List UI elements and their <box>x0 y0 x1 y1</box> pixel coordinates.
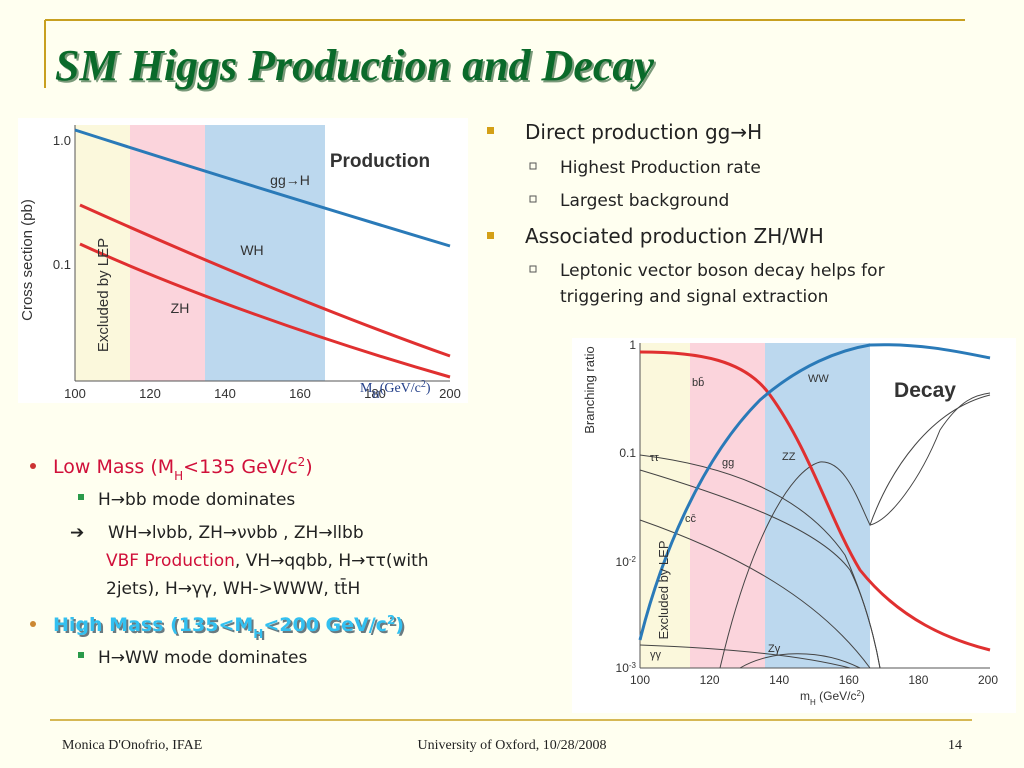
curve-label: ZZ <box>782 451 796 463</box>
x-label: mH (GeV/c2) <box>800 689 865 707</box>
plot-title: Production <box>330 151 430 172</box>
curve-label: WH <box>240 242 263 258</box>
band-label: Excluded by LEP <box>95 238 112 352</box>
bullet <box>487 232 494 239</box>
title-shadow: SM Higgs Production and Decay <box>57 43 656 92</box>
curve-label: WW <box>808 373 829 385</box>
curve <box>639 350 991 652</box>
y-tick-label: 0.1 <box>619 446 636 460</box>
curve <box>79 203 451 358</box>
sub-bullet <box>529 162 537 170</box>
band <box>690 343 765 668</box>
curve-label: bb̄ <box>692 376 704 389</box>
band <box>765 343 870 668</box>
x-ticks: 100 120 140 160 180 200 <box>630 673 998 687</box>
curve <box>638 343 991 641</box>
sub-bullet-text: Leptonic vector boson decay helps for <box>560 261 885 281</box>
channel-line: VBF Production, VH→qqbb, H→ττ(with <box>106 551 429 571</box>
channel-line: 2jets), H→γγ, WH->WWW, tt̄H <box>106 577 360 599</box>
curve-label: gg→H <box>270 172 310 188</box>
y-tick-label: 0.1 <box>53 257 71 272</box>
sub-bullet-text: triggering and signal extraction <box>560 287 828 307</box>
curve-label: Zγ <box>768 643 781 655</box>
curve <box>869 392 991 526</box>
bullet-text: High Mass (135<MH<200 GeV/c2) <box>53 613 404 641</box>
band-label: Excluded by LEP <box>656 540 671 639</box>
x-tick-label: 120 <box>700 673 720 687</box>
sub-bullet-text: H→bb mode dominates <box>98 490 295 510</box>
x-tick-label: 180 <box>908 673 928 687</box>
curve <box>74 128 451 248</box>
curve <box>639 454 881 669</box>
x-tick-label: 200 <box>978 673 998 687</box>
x-label: MH(GeV/c2) <box>360 379 431 401</box>
title: SM Higgs Production and Decay <box>55 41 654 90</box>
curve <box>79 242 451 379</box>
sub-bullet <box>529 265 537 273</box>
x-tick-label: 160 <box>289 386 311 401</box>
footer-author: Monica D'Onofrio, IFAE <box>62 738 202 753</box>
band <box>205 125 325 381</box>
curve <box>639 644 851 669</box>
y-label: Branching ratio <box>582 346 597 433</box>
curve <box>639 519 871 669</box>
bullet-text: Direct production gg→H <box>525 120 762 144</box>
bullet-text: Low Mass (MH<135 GeV/c2) <box>53 455 313 483</box>
bullet-shadow: High Mass (135<MH<200 GeV/c2) <box>55 615 406 643</box>
x-tick-label: 140 <box>769 673 789 687</box>
sub-bullet-text: Highest Production rate <box>560 158 761 178</box>
sub-bullet-text: H→WW mode dominates <box>98 648 307 668</box>
curve-label: cc̄ <box>685 513 697 525</box>
bullet <box>487 127 494 134</box>
y-tick-label: 1.0 <box>53 133 71 148</box>
curve-label: γγ <box>650 649 662 661</box>
y-label: Cross section (pb) <box>19 199 36 321</box>
production-figure: Cross section (pb) Excluded by LEP Produ… <box>18 118 468 403</box>
curve-label: ZH <box>171 300 190 316</box>
plot-title: Decay <box>894 379 956 402</box>
x-tick-label: 140 <box>214 386 236 401</box>
minor-curves <box>639 392 991 669</box>
left-list: Low Mass (MH<135 GeV/c2) H→bb mode domin… <box>30 455 429 668</box>
y-tick-label: 10-3 <box>616 661 637 676</box>
x-tick-label: 100 <box>630 673 650 687</box>
decay-figure: Branching ratio Excluded by LEP Decay bb… <box>572 338 1016 713</box>
x-tick-label: 180 <box>364 386 386 401</box>
sub-bullet <box>78 652 84 658</box>
sub-bullet-text: Largest background <box>560 191 729 211</box>
channel-line: WH→lνbb, ZH→ννbb , ZH→llbb <box>108 523 364 543</box>
curve <box>739 653 861 669</box>
band <box>130 125 205 381</box>
x-tick-label: 200 <box>439 386 461 401</box>
footer-page: 14 <box>948 738 962 753</box>
sub-bullet <box>78 494 84 500</box>
x-tick-label: 100 <box>64 386 86 401</box>
curve-label: gg <box>722 457 734 469</box>
curve-label: ττ <box>650 452 659 464</box>
y-tick-label: 10-2 <box>616 555 637 570</box>
right-list: Direct production gg→H Highest Productio… <box>487 120 885 307</box>
x-tick-label: 120 <box>139 386 161 401</box>
footer-venue: University of Oxford, 10/28/2008 <box>418 738 607 753</box>
sub-bullet <box>529 195 537 203</box>
bullet-text: Associated production ZH/WH <box>525 224 824 248</box>
bullet <box>30 621 36 627</box>
x-ticks: 100 120 140 160 180 200 <box>64 386 461 401</box>
x-tick-label: 160 <box>839 673 859 687</box>
curve <box>719 394 991 669</box>
y-tick-label: 1 <box>629 338 636 352</box>
bullet <box>30 463 36 469</box>
arrow-bullet: ➔ <box>70 523 84 543</box>
